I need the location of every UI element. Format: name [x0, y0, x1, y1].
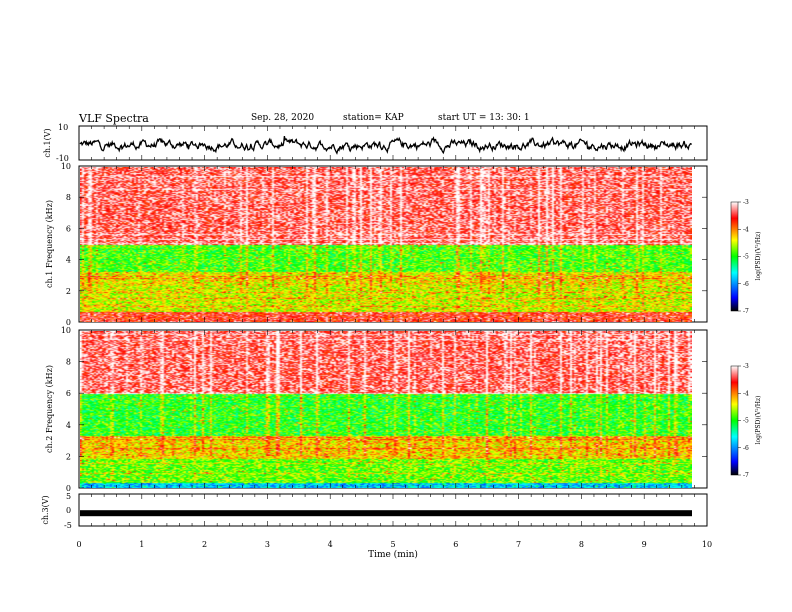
colorbar-tick-label: -3 [743, 363, 749, 370]
x-tick-label: 4 [328, 540, 333, 549]
x-tick-label: 1 [139, 540, 144, 549]
ch3-ytick-bottom: -5 [64, 521, 72, 530]
station-label: station= KAP [343, 113, 404, 123]
freq-tick-label: 8 [66, 193, 71, 202]
ch1-waveform-series [79, 135, 692, 155]
ch1-colorbar-label: log(PSD)(V²/Hz) [755, 232, 762, 281]
ch3-waveform-panel: 5 0 -5 ch.3(V) 0 1 2 3 4 5 6 7 8 9 10 Time (min) [41, 492, 712, 560]
x-tick-label: 2 [202, 540, 207, 549]
ch3-ylabel: ch.3(V) [41, 495, 50, 524]
x-tick-label: 8 [579, 540, 584, 549]
x-tick-label: 7 [516, 540, 521, 549]
ch2-spectrogram-image [80, 331, 692, 488]
ch1-waveform-frame [78, 125, 708, 161]
colorbar-tick-label: -7 [743, 472, 749, 479]
ch1-waveform-panel: 10 -10 ch.1(V) [43, 123, 708, 163]
x-tick-label: 0 [76, 540, 81, 549]
freq-tick-label: 4 [66, 256, 71, 265]
colorbar-tick-label: -6 [743, 445, 749, 452]
x-axis-label: Time (min) [368, 549, 418, 560]
colorbar-tick-label: -7 [743, 308, 749, 315]
colorbar-tick-label: -6 [743, 281, 749, 288]
freq-tick-label: 8 [66, 358, 71, 367]
ch1-ytick-top: 10 [58, 123, 68, 132]
x-tick-label: 5 [390, 540, 395, 549]
ch3-ytick-mid: 0 [66, 506, 71, 515]
plot-title: VLF Spectra [79, 112, 149, 125]
ch3-waveform-line [80, 510, 692, 517]
colorbar-tick-label: -4 [743, 226, 749, 233]
colorbar-tick-label: -5 [743, 254, 749, 261]
ch1-spectrogram-panel: 0 2 4 6 8 10 ch.1 Frequency (kHz) [45, 162, 708, 327]
freq-tick-label: 0 [66, 484, 71, 493]
date-label: Sep. 28, 2020 [251, 113, 315, 123]
start-time-label: start UT = 13: 30: 1 [438, 113, 530, 123]
freq-tick-label: 0 [66, 318, 71, 327]
ch3-waveform-frame [78, 493, 708, 527]
colorbar-tick-label: -5 [743, 418, 749, 425]
ch2-colorbar: -3 -4 -5 -6 -7 log(PSD)(V²/Hz) [730, 363, 762, 479]
ch1-ytick-bottom: -10 [56, 154, 69, 163]
freq-tick-label: 4 [66, 421, 71, 430]
ch2-spectrogram-panel: 0 2 4 6 8 10 ch.2 Frequency (kHz) [45, 326, 708, 493]
freq-tick-label: 10 [61, 162, 71, 171]
colorbar-tick-label: -4 [743, 390, 749, 397]
freq-tick-label: 2 [66, 452, 71, 461]
ch1-colorbar: -3 -4 -5 -6 -7 log(PSD)(V²/Hz) [730, 199, 762, 315]
colorbar-tick-label: -3 [743, 199, 749, 206]
x-tick-label: 3 [265, 540, 270, 549]
x-tick-label: 10 [702, 540, 712, 549]
x-tick-label: 9 [642, 540, 647, 549]
ch1-ylabel: ch.1(V) [43, 128, 52, 157]
ch1-spectrogram-image [80, 167, 692, 322]
freq-tick-label: 6 [66, 389, 71, 398]
ch2-colorbar-label: log(PSD)(V²/Hz) [755, 396, 762, 445]
freq-tick-label: 6 [66, 224, 71, 233]
ch2-freq-ylabel: ch.2 Frequency (kHz) [45, 365, 54, 453]
ch3-ytick-top: 5 [66, 492, 71, 501]
ch1-freq-ylabel: ch.1 Frequency (kHz) [45, 200, 54, 288]
freq-tick-label: 10 [61, 326, 71, 335]
ch1-waveform-line [79, 135, 692, 155]
x-tick-label: 6 [453, 540, 458, 549]
freq-tick-label: 2 [66, 287, 71, 296]
